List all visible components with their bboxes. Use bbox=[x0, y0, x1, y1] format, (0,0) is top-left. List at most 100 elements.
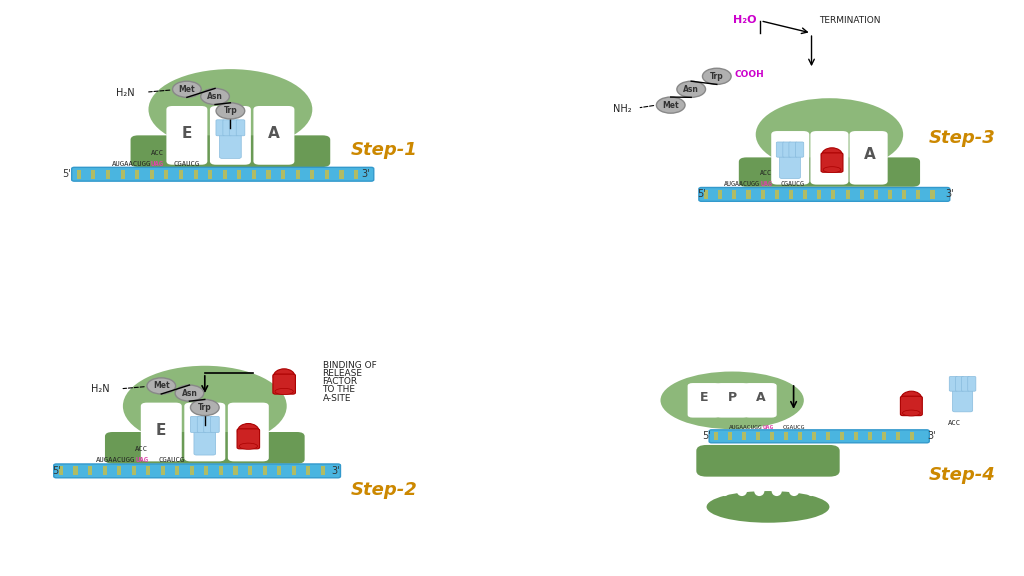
Polygon shape bbox=[803, 190, 807, 199]
Polygon shape bbox=[161, 467, 165, 476]
Polygon shape bbox=[354, 170, 358, 179]
Ellipse shape bbox=[902, 410, 921, 416]
Text: Met: Met bbox=[153, 381, 170, 391]
Text: Step-2: Step-2 bbox=[350, 480, 418, 499]
Text: AUGAACUGG: AUGAACUGG bbox=[112, 161, 152, 166]
Text: 5': 5' bbox=[702, 431, 711, 441]
Text: NH₂: NH₂ bbox=[612, 104, 632, 114]
Text: E: E bbox=[699, 391, 709, 404]
Polygon shape bbox=[860, 190, 864, 199]
Polygon shape bbox=[883, 432, 887, 441]
FancyBboxPatch shape bbox=[238, 429, 260, 449]
Polygon shape bbox=[799, 432, 803, 441]
Ellipse shape bbox=[240, 443, 257, 449]
Polygon shape bbox=[840, 432, 844, 441]
FancyBboxPatch shape bbox=[184, 403, 225, 461]
Circle shape bbox=[147, 378, 176, 394]
FancyBboxPatch shape bbox=[272, 374, 296, 394]
FancyBboxPatch shape bbox=[216, 120, 224, 136]
FancyBboxPatch shape bbox=[739, 157, 921, 187]
Polygon shape bbox=[121, 170, 125, 179]
Polygon shape bbox=[88, 467, 92, 476]
Text: Step-3: Step-3 bbox=[929, 129, 996, 147]
Polygon shape bbox=[233, 467, 238, 476]
FancyBboxPatch shape bbox=[955, 377, 964, 391]
FancyBboxPatch shape bbox=[968, 377, 976, 391]
Polygon shape bbox=[91, 170, 95, 179]
Ellipse shape bbox=[790, 486, 800, 496]
FancyBboxPatch shape bbox=[952, 385, 973, 412]
Polygon shape bbox=[146, 467, 151, 476]
Ellipse shape bbox=[123, 366, 287, 446]
Polygon shape bbox=[742, 432, 746, 441]
Text: TERMINATION: TERMINATION bbox=[819, 16, 881, 25]
FancyBboxPatch shape bbox=[253, 106, 295, 165]
FancyBboxPatch shape bbox=[779, 151, 801, 179]
Text: UAG: UAG bbox=[760, 181, 772, 187]
Polygon shape bbox=[784, 432, 788, 441]
Polygon shape bbox=[931, 190, 935, 199]
Text: Met: Met bbox=[663, 101, 679, 109]
Ellipse shape bbox=[754, 486, 764, 496]
Text: CGAUCG: CGAUCG bbox=[782, 425, 805, 430]
FancyBboxPatch shape bbox=[776, 142, 784, 157]
Text: UAG: UAG bbox=[763, 425, 774, 430]
Text: Trp: Trp bbox=[223, 107, 238, 115]
Polygon shape bbox=[846, 190, 850, 199]
FancyBboxPatch shape bbox=[788, 142, 798, 157]
Text: E: E bbox=[181, 126, 193, 142]
FancyBboxPatch shape bbox=[810, 131, 849, 184]
Ellipse shape bbox=[660, 372, 804, 429]
FancyBboxPatch shape bbox=[194, 426, 216, 455]
Text: UAG: UAG bbox=[152, 161, 164, 166]
FancyBboxPatch shape bbox=[821, 153, 843, 172]
FancyBboxPatch shape bbox=[949, 377, 957, 391]
Text: A: A bbox=[863, 146, 876, 162]
Polygon shape bbox=[208, 170, 212, 179]
FancyBboxPatch shape bbox=[796, 142, 804, 157]
Ellipse shape bbox=[719, 486, 729, 496]
FancyBboxPatch shape bbox=[699, 188, 950, 202]
Text: AUGAACUGG: AUGAACUGG bbox=[724, 181, 760, 187]
Ellipse shape bbox=[707, 491, 829, 523]
Text: Step-1: Step-1 bbox=[350, 141, 418, 159]
Polygon shape bbox=[306, 467, 310, 476]
Polygon shape bbox=[873, 190, 878, 199]
Text: Asn: Asn bbox=[683, 85, 699, 94]
Polygon shape bbox=[278, 467, 282, 476]
Polygon shape bbox=[761, 190, 765, 199]
Polygon shape bbox=[164, 170, 168, 179]
Circle shape bbox=[190, 400, 219, 416]
Text: ACC: ACC bbox=[760, 170, 772, 176]
Polygon shape bbox=[248, 467, 252, 476]
Text: AUGAACUGG: AUGAACUGG bbox=[729, 425, 763, 430]
Text: CGAUCG: CGAUCG bbox=[780, 181, 805, 187]
FancyBboxPatch shape bbox=[962, 377, 970, 391]
Polygon shape bbox=[150, 170, 154, 179]
Polygon shape bbox=[117, 467, 121, 476]
Ellipse shape bbox=[238, 423, 259, 439]
FancyBboxPatch shape bbox=[210, 106, 251, 165]
Polygon shape bbox=[281, 170, 285, 179]
Polygon shape bbox=[854, 432, 858, 441]
Ellipse shape bbox=[821, 148, 843, 163]
Ellipse shape bbox=[807, 486, 817, 496]
Text: AUGAACUGG: AUGAACUGG bbox=[96, 457, 135, 463]
Text: RELEASE: RELEASE bbox=[323, 369, 362, 378]
FancyBboxPatch shape bbox=[237, 120, 245, 136]
Polygon shape bbox=[189, 467, 194, 476]
Polygon shape bbox=[175, 467, 179, 476]
Polygon shape bbox=[826, 432, 830, 441]
Polygon shape bbox=[59, 467, 63, 476]
FancyBboxPatch shape bbox=[743, 383, 776, 418]
FancyBboxPatch shape bbox=[716, 383, 749, 418]
Polygon shape bbox=[194, 170, 198, 179]
Polygon shape bbox=[817, 190, 821, 199]
Text: Met: Met bbox=[178, 85, 196, 94]
Circle shape bbox=[677, 81, 706, 97]
Text: UAG: UAG bbox=[135, 457, 148, 463]
Text: P: P bbox=[728, 391, 736, 404]
FancyBboxPatch shape bbox=[211, 416, 219, 433]
Circle shape bbox=[172, 81, 201, 97]
Polygon shape bbox=[340, 170, 344, 179]
